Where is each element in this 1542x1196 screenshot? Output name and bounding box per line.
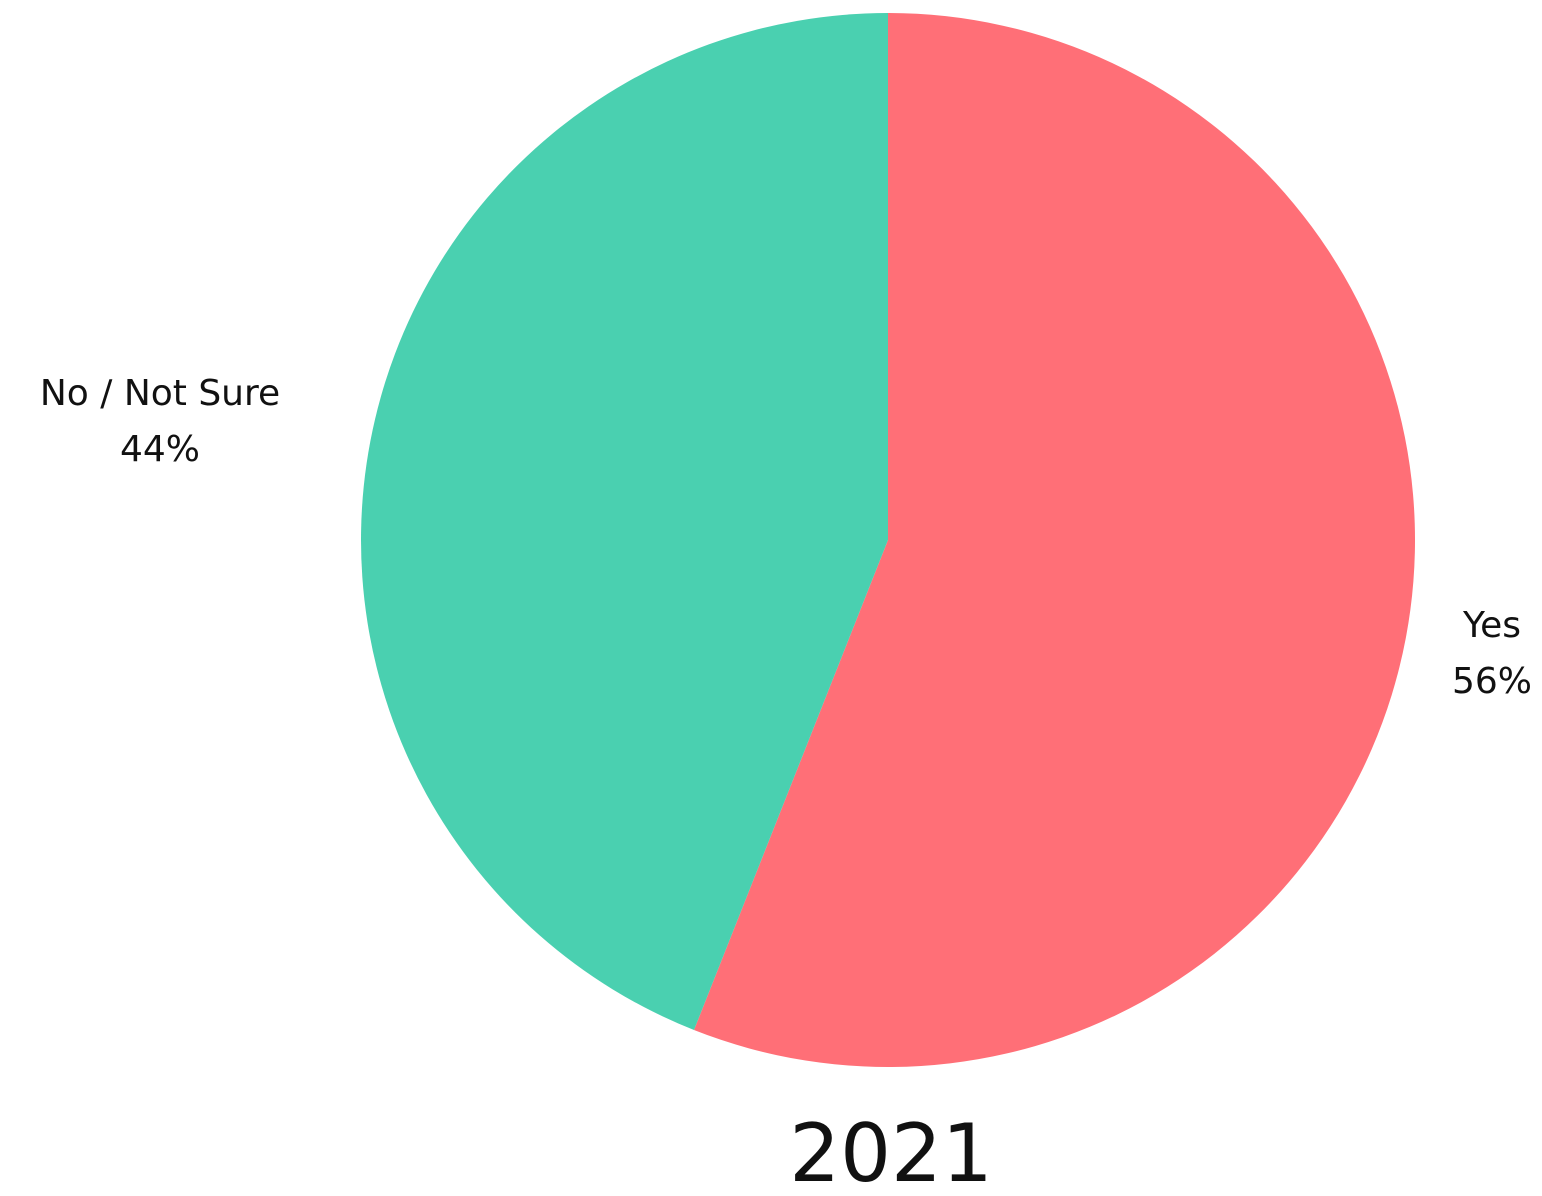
chart-caption: 2021 <box>789 1107 993 1196</box>
slice-label-yes: Yes 56% <box>1432 598 1542 710</box>
slice-label-no-not-sure-value: 44% <box>119 429 200 470</box>
slice-label-yes-value: 56% <box>1451 661 1532 702</box>
slice-label-yes-name: Yes <box>1462 605 1522 646</box>
pie-slices <box>361 13 1416 1068</box>
slice-label-no-not-sure: No / Not Sure 44% <box>20 366 300 478</box>
slice-label-no-not-sure-name: No / Not Sure <box>39 373 281 414</box>
pie-slice-yes <box>694 13 1416 1068</box>
pie-slice-no-not-sure <box>361 13 888 1030</box>
